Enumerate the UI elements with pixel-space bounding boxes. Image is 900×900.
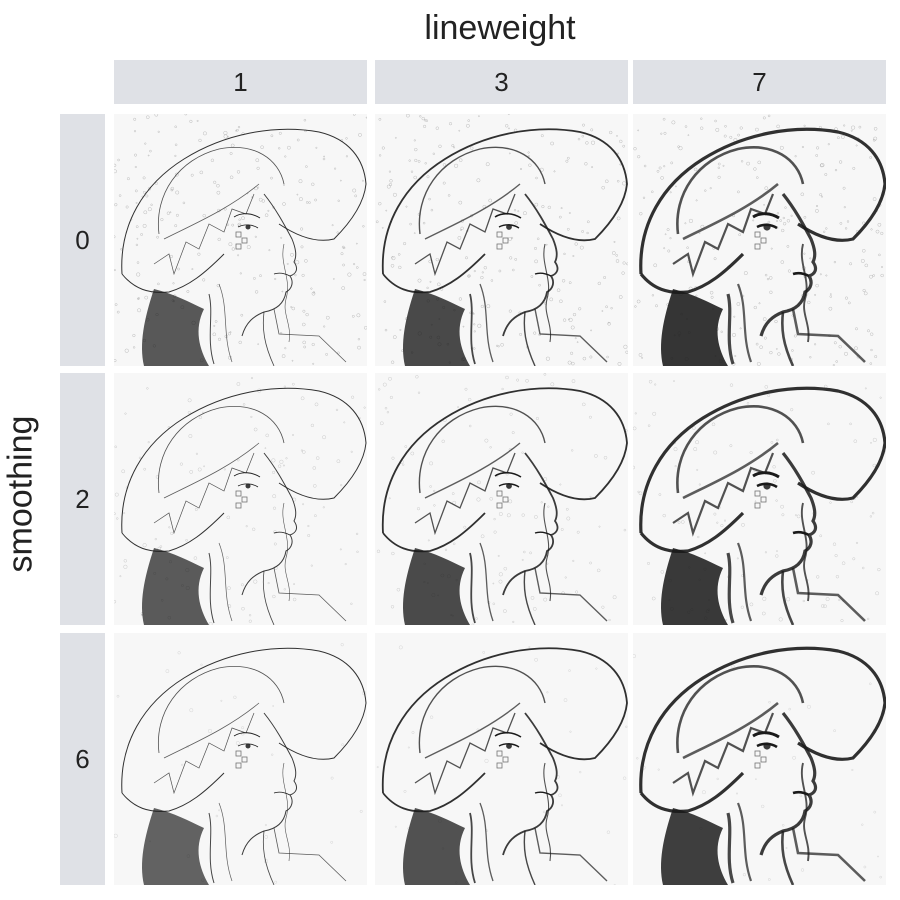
col-strip-2: 3 — [375, 60, 628, 104]
sketch-panel — [114, 633, 367, 885]
sketch-panel — [375, 373, 628, 625]
sketch-panel — [114, 114, 367, 366]
sketch-panel — [633, 633, 886, 885]
col-facet-title: lineweight — [424, 9, 576, 47]
sketch-panel — [375, 114, 628, 366]
sketch-panel — [114, 373, 367, 625]
sketch-panel — [375, 633, 628, 885]
row-facet-title: smoothing — [0, 360, 44, 628]
col-strip-1: 1 — [114, 60, 367, 104]
col-strip-3: 7 — [633, 60, 886, 104]
row-strip-1: 0 — [60, 114, 105, 366]
sketch-panel — [633, 114, 886, 366]
sketch-panel — [633, 373, 886, 625]
row-facet-title-text: smoothing — [1, 415, 40, 573]
row-strip-2: 2 — [60, 373, 105, 625]
row-strip-3: 6 — [60, 633, 105, 885]
